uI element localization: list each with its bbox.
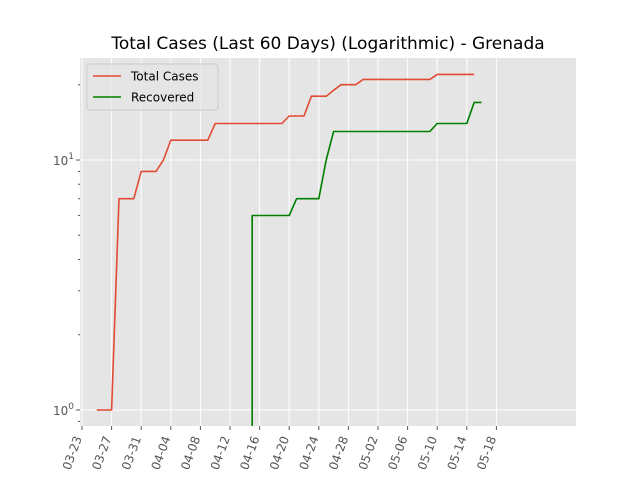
y-tick-label: 100 (53, 402, 74, 418)
grid (80, 58, 576, 426)
legend-label: Recovered (131, 91, 194, 105)
legend-label: Total Cases (130, 70, 198, 84)
series-layer (96, 73, 482, 426)
series-line-recovered (251, 101, 482, 426)
series-line-total-cases (96, 73, 475, 411)
chart-title: Total Cases (Last 60 Days) (Logarithmic)… (110, 34, 544, 54)
plot-area (80, 58, 576, 426)
y-tick-label: 101 (53, 152, 74, 168)
legend: Total Cases Recovered (86, 63, 219, 111)
